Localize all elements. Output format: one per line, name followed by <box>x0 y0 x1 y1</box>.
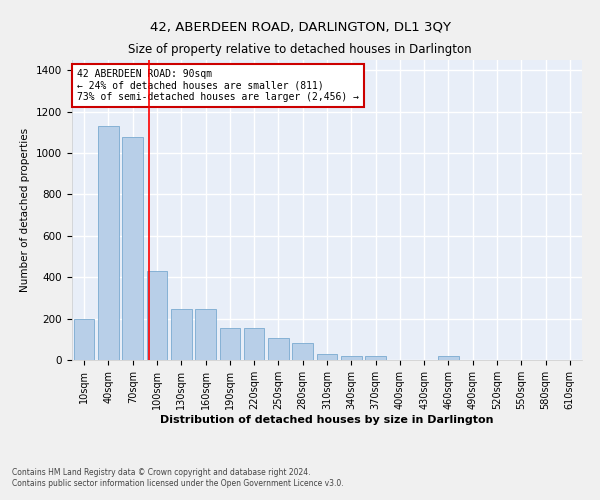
Y-axis label: Number of detached properties: Number of detached properties <box>20 128 31 292</box>
Bar <box>74 318 94 360</box>
Bar <box>292 344 313 360</box>
Bar <box>244 328 265 360</box>
Text: Size of property relative to detached houses in Darlington: Size of property relative to detached ho… <box>128 42 472 56</box>
Bar <box>220 328 240 360</box>
Bar <box>317 354 337 360</box>
Bar <box>438 356 459 360</box>
Text: 42 ABERDEEN ROAD: 90sqm
← 24% of detached houses are smaller (811)
73% of semi-d: 42 ABERDEEN ROAD: 90sqm ← 24% of detache… <box>77 69 359 102</box>
X-axis label: Distribution of detached houses by size in Darlington: Distribution of detached houses by size … <box>160 414 494 424</box>
Bar <box>268 338 289 360</box>
Text: 42, ABERDEEN ROAD, DARLINGTON, DL1 3QY: 42, ABERDEEN ROAD, DARLINGTON, DL1 3QY <box>149 20 451 33</box>
Bar <box>195 310 216 360</box>
Bar <box>98 126 119 360</box>
Bar <box>341 356 362 360</box>
Bar <box>365 356 386 360</box>
Text: Contains HM Land Registry data © Crown copyright and database right 2024.
Contai: Contains HM Land Registry data © Crown c… <box>12 468 344 487</box>
Bar <box>122 136 143 360</box>
Bar <box>146 271 167 360</box>
Bar <box>171 310 191 360</box>
